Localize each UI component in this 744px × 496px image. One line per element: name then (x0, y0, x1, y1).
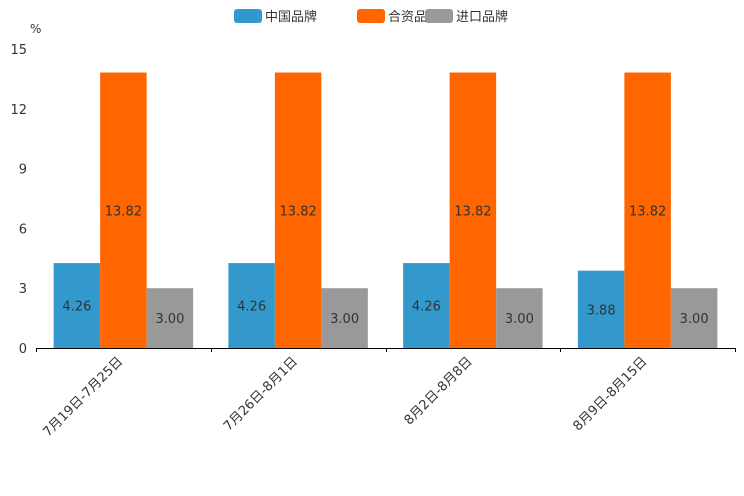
data-label: 4.26 (62, 300, 91, 315)
data-label: 3.00 (680, 312, 709, 327)
y-tick-label: 6 (19, 222, 27, 237)
bar (670, 288, 718, 348)
legend-label[interactable]: 进口品牌 (456, 9, 508, 25)
data-label: 4.26 (237, 300, 266, 315)
data-label: 13.82 (454, 204, 491, 219)
data-label: 3.00 (330, 312, 359, 327)
bar (577, 270, 625, 348)
x-category-label: 8月9日-8月15日 (571, 354, 651, 434)
legend-label[interactable]: 中国品牌 (265, 9, 317, 25)
data-label: 3.00 (155, 312, 184, 327)
data-label: 13.82 (105, 204, 142, 219)
data-label: 3.88 (587, 303, 616, 318)
bar (321, 288, 368, 348)
y-tick-label: 3 (19, 282, 27, 297)
legend-swatch[interactable] (425, 9, 453, 23)
x-axis: 7月19日-7月25日 7月26日-8月1日 8月2日-8月8日 8月9日-8月15日 (36, 348, 736, 440)
data-label: 3.00 (505, 312, 534, 327)
bar (274, 72, 322, 348)
bars: 4.26 4.26 4.26 3.88 13.82 13.82 13.82 13.82 3.00… (53, 72, 718, 348)
data-label: 4.26 (412, 300, 441, 315)
x-category-label: 8月2日-8月8日 (402, 354, 476, 428)
bar (146, 288, 194, 348)
legend-swatch[interactable] (234, 9, 262, 23)
data-label: 13.82 (280, 204, 317, 219)
x-category-label: 7月26日-8月1日 (221, 354, 301, 434)
x-category-label: 7月19日-7月25日 (40, 354, 126, 440)
y-tick-label: 15 (10, 43, 27, 58)
y-axis: 0 3 6 9 12 15 (10, 43, 27, 357)
bar (228, 263, 275, 348)
bar (100, 72, 147, 348)
bar (624, 72, 671, 348)
bar (449, 72, 497, 348)
legend: 中国品牌 合资品牌 进口品牌 (234, 9, 508, 25)
bar (403, 263, 450, 348)
y-tick-label: 12 (10, 103, 27, 118)
y-tick-label: 9 (19, 163, 27, 178)
y-tick-label: 0 (19, 342, 27, 357)
legend-swatch[interactable] (357, 9, 385, 23)
data-label: 13.82 (629, 204, 666, 219)
bar (496, 288, 543, 348)
bar (53, 263, 101, 348)
y-axis-unit-label: % (30, 22, 41, 36)
